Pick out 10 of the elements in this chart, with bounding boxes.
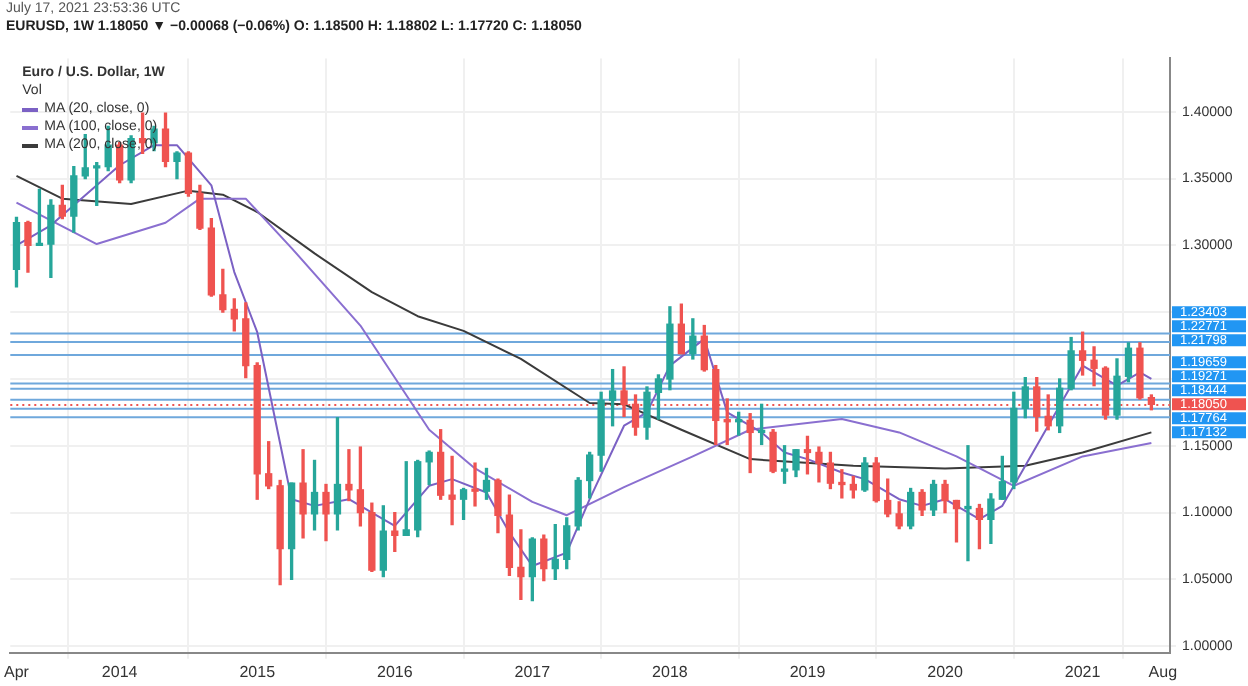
- x-tick-label: 2015: [239, 662, 277, 681]
- x-tick-label: 2018: [652, 662, 689, 681]
- x-tick-label: 2017: [514, 662, 552, 681]
- x-tick-label: Aug: [1148, 662, 1178, 681]
- x-tick-label: 2014: [101, 662, 139, 681]
- x-tick-label: Apr: [4, 662, 30, 681]
- x-tick-label: 2019: [789, 662, 827, 681]
- x-tick-label: 2016: [376, 662, 414, 681]
- x-tick-label: 2020: [927, 662, 964, 681]
- x-tick-label: 2021: [1064, 662, 1102, 681]
